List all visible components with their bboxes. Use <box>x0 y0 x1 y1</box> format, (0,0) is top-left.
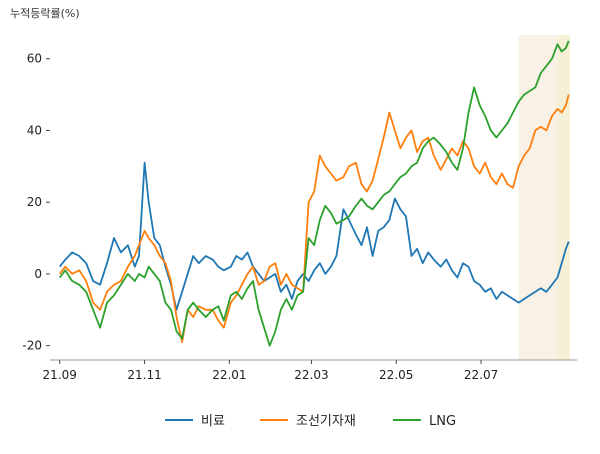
legend-label: LNG <box>429 414 456 429</box>
y-tick-label: 60 <box>27 52 42 66</box>
x-tick-label: 22.03 <box>294 368 328 382</box>
axes: -20 0 20 40 60 21.09 21.11 22.01 22.03 22.05 22.07 <box>22 52 577 382</box>
x-tick-label: 21.09 <box>43 368 77 382</box>
highlight-bands <box>518 35 571 360</box>
legend-label: 조선기자재 <box>296 414 356 429</box>
series-line <box>58 161 570 311</box>
x-tick-label: 22.05 <box>379 368 413 382</box>
x-tick-label: 21.11 <box>127 368 161 382</box>
y-axis-label: 누적등락률(%) <box>10 7 80 20</box>
series-lines <box>58 40 570 347</box>
series-line <box>58 40 570 347</box>
legend-label: 비료 <box>201 414 225 429</box>
series-line <box>58 94 570 343</box>
y-tick-label: 20 <box>27 195 42 209</box>
highlight-band <box>518 35 558 360</box>
y-tick-label: 40 <box>27 123 42 137</box>
x-tick-label: 22.01 <box>212 368 246 382</box>
y-tick-label: -20 <box>22 339 42 353</box>
x-tick-label: 22.07 <box>464 368 498 382</box>
highlight-band <box>557 35 571 360</box>
y-tick-label: 0 <box>34 267 42 281</box>
legend: 비료 조선기자재 LNG <box>165 414 456 429</box>
